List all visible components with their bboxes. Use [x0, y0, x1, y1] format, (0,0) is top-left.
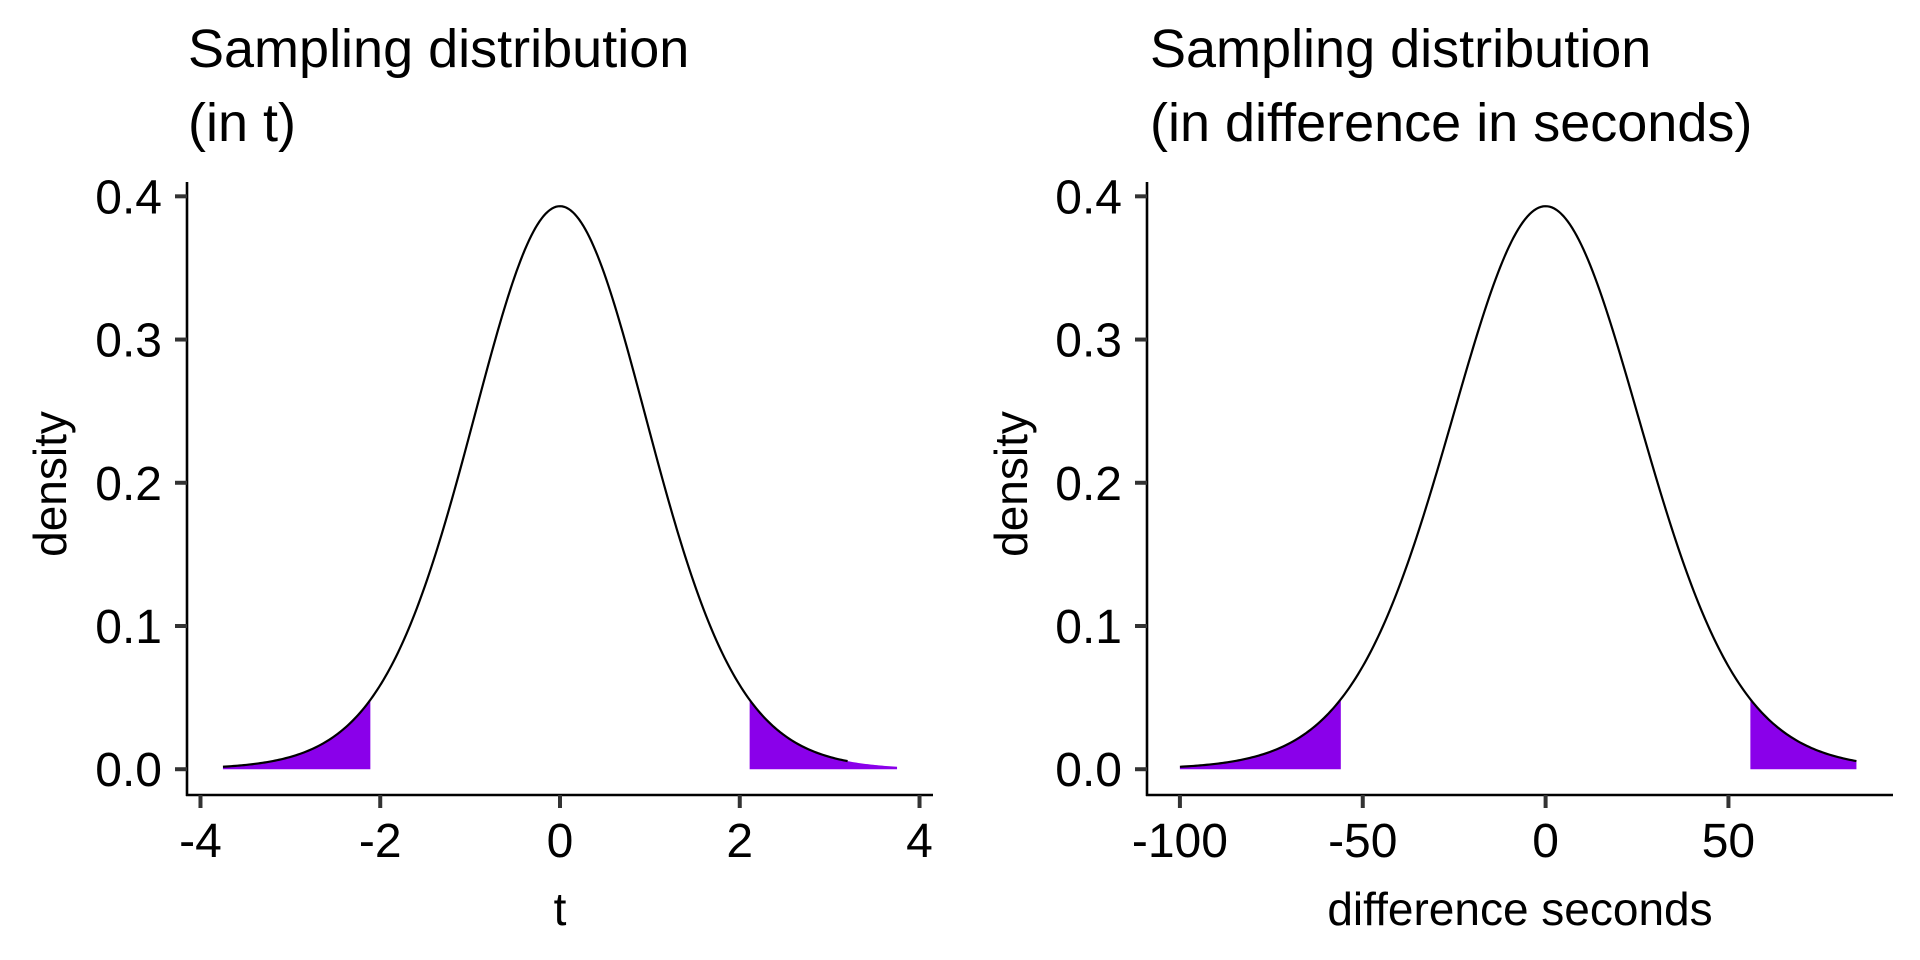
- shaded-region-lower-tail: [222, 699, 371, 770]
- y-tick-label: 0.0: [1055, 744, 1122, 797]
- x-tick-label: -50: [1328, 815, 1397, 868]
- panel-difference-seconds: Sampling distribution (in difference in …: [985, 19, 1893, 935]
- x-tick-label: 50: [1702, 815, 1755, 868]
- shaded-regions: [1179, 699, 1857, 770]
- y-ticks: 0.0 0.1 0.2 0.3 0.4: [1055, 171, 1147, 797]
- x-axis-label: t: [554, 883, 567, 935]
- shaded-region-upper-tail: [749, 699, 898, 770]
- y-tick-label: 0.4: [1055, 171, 1122, 224]
- y-ticks: 0.0 0.1 0.2 0.3 0.4: [95, 171, 187, 797]
- density-curve: [1179, 205, 1857, 768]
- x-ticks: -4 -2 0 2 4: [179, 795, 933, 868]
- panel-title-line2: (in difference in seconds): [1150, 93, 1752, 153]
- y-tick-label: 0.4: [95, 171, 162, 224]
- x-tick-label: 2: [726, 815, 753, 868]
- x-axis-label: difference seconds: [1327, 883, 1712, 935]
- y-tick-label: 0.2: [95, 458, 162, 511]
- panel-title-line1: Sampling distribution: [188, 19, 689, 79]
- y-tick-label: 0.3: [95, 315, 162, 368]
- density-curve: [222, 205, 848, 768]
- x-tick-label: -4: [179, 815, 222, 868]
- x-tick-label: 0: [547, 815, 574, 868]
- shaded-region-upper-tail: [1750, 699, 1857, 770]
- panel-t: Sampling distribution (in t) 0.00.10.20.…: [24, 19, 933, 935]
- panel-title-line2: (in t): [188, 93, 296, 153]
- x-tick-label: -2: [359, 815, 402, 868]
- y-axis-label: density: [985, 411, 1037, 557]
- y-tick-label: 0.0: [95, 744, 162, 797]
- y-tick-label: 0.2: [1055, 458, 1122, 511]
- y-tick-label: 0.1: [1055, 601, 1122, 654]
- y-axis-label: density: [24, 411, 76, 557]
- x-tick-label: 0: [1532, 815, 1559, 868]
- shaded-regions: [222, 699, 898, 770]
- x-tick-label: 4: [906, 815, 933, 868]
- shaded-region-lower-tail: [1179, 699, 1341, 770]
- panel-title-line1: Sampling distribution: [1150, 19, 1651, 79]
- x-tick-label: -100: [1132, 815, 1228, 868]
- y-tick-label: 0.1: [95, 601, 162, 654]
- x-ticks: -100 -50 0 50: [1132, 795, 1755, 868]
- y-tick-label: 0.3: [1055, 315, 1122, 368]
